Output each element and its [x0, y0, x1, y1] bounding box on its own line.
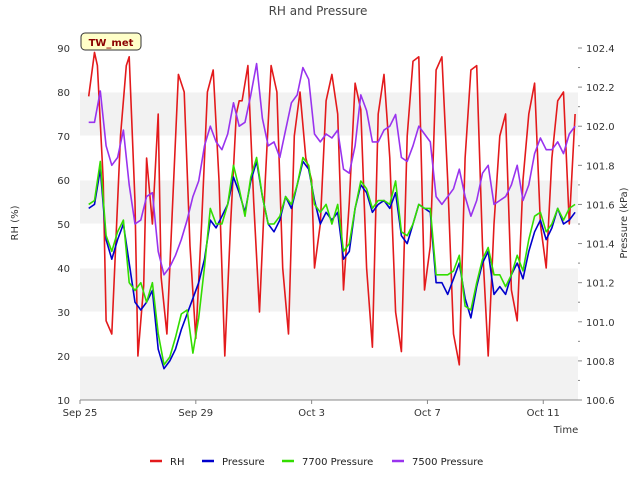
- x-tick-label: Oct 3: [298, 408, 325, 419]
- right-y-axis-title: Pressure (kPa): [619, 187, 630, 258]
- axes: Sep 25 Sep 29 Oct 3 Oct 7 Oct 11 10 20 30 40 50 60…: [57, 44, 614, 419]
- right-y-tick-label: 101.2: [586, 279, 615, 290]
- right-y-tick-label: 101.8: [586, 161, 615, 172]
- plot-band: [80, 356, 578, 400]
- plot-band: [80, 92, 578, 136]
- plot-background: [80, 92, 578, 400]
- series-lines: [87, 51, 576, 370]
- left-y-tick-label: 20: [57, 352, 70, 363]
- right-y-tick-label: 100.6: [586, 396, 615, 407]
- legend: RH Pressure 7700 Pressure 7500 Pressure: [150, 457, 483, 468]
- series-line-7700-pressure: [88, 156, 576, 366]
- x-tick-label: Sep 25: [63, 408, 98, 419]
- x-tick-label: Sep 29: [178, 408, 213, 419]
- left-y-tick-label: 30: [57, 308, 70, 319]
- left-y-tick-label: 40: [57, 264, 70, 275]
- right-y-tick-label: 101.0: [586, 318, 615, 329]
- left-y-tick-label: 50: [57, 220, 70, 231]
- x-axis-title: Time: [553, 425, 578, 436]
- left-y-axis-title: RH (%): [10, 205, 21, 240]
- x-tick-label: Oct 7: [414, 408, 441, 419]
- right-y-tick-label: 102.2: [586, 83, 615, 94]
- right-y-tick-label: 101.4: [586, 240, 615, 251]
- legend-label-7500-pressure: 7500 Pressure: [412, 457, 483, 468]
- right-y-tick-label: 102.4: [586, 44, 615, 55]
- chart-title: RH and Pressure: [269, 4, 368, 18]
- right-y-tick-label: 102.0: [586, 122, 615, 133]
- legend-label-rh: RH: [170, 457, 184, 468]
- left-y-tick-label: 90: [57, 44, 70, 55]
- legend-label-pressure: Pressure: [222, 457, 265, 468]
- left-y-tick-label: 80: [57, 88, 70, 99]
- badge-box: [80, 32, 142, 51]
- x-tick-label: Oct 11: [527, 408, 560, 419]
- right-y-tick-label: 100.8: [586, 357, 615, 368]
- right-y-tick-label: 101.6: [586, 200, 615, 211]
- badge-label: TW_met: [89, 38, 134, 49]
- series-line-7500-pressure: [88, 62, 576, 276]
- badge: TW_met: [80, 32, 142, 51]
- series-line-pressure: [88, 160, 576, 370]
- legend-label-7700-pressure: 7700 Pressure: [302, 457, 373, 468]
- left-y-tick-label: 10: [57, 396, 70, 407]
- series-line-rh: [87, 51, 576, 366]
- left-y-tick-label: 60: [57, 176, 70, 187]
- left-y-tick-label: 70: [57, 132, 70, 143]
